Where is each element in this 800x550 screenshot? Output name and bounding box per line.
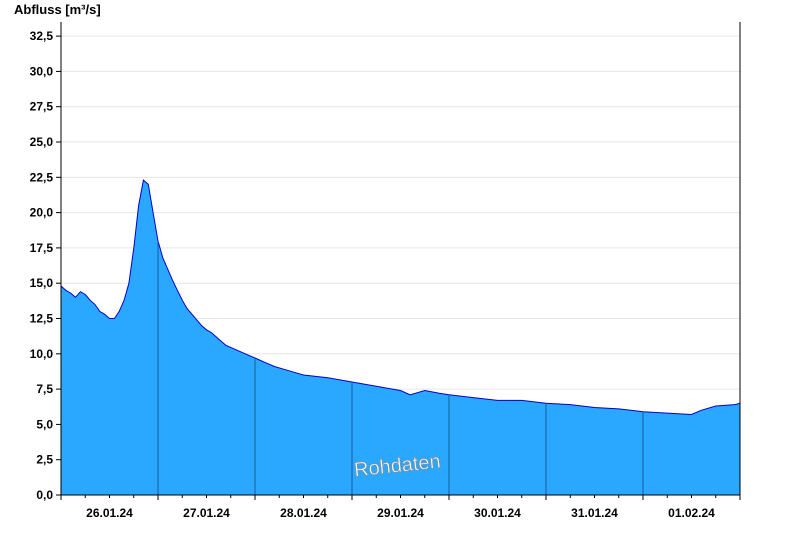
y-tick-label-1: 2,5	[36, 453, 53, 467]
y-tick-label-13: 32,5	[30, 29, 54, 43]
discharge-line	[60, 179, 741, 416]
y-tick-label-5: 12,5	[30, 312, 54, 326]
x-tick-label-1: 27.01.24	[183, 506, 230, 520]
x-tick-label-5: 31.01.24	[571, 506, 618, 520]
y-tick-label-9: 22,5	[30, 170, 54, 184]
discharge-area	[61, 180, 740, 495]
y-tick-label-10: 25,0	[30, 135, 54, 149]
y-tick-label-6: 15,0	[30, 276, 54, 290]
y-tick-label-8: 20,0	[30, 206, 54, 220]
y-tick-label-11: 27,5	[30, 100, 54, 114]
y-tick-label-0: 0,0	[36, 488, 53, 502]
x-tick-label-2: 28.01.24	[280, 506, 327, 520]
y-tick-label-2: 5,0	[36, 417, 53, 431]
x-ticks: 26.01.24 27.01.24 28.01.24 29.01.24 30.01.24…	[60, 495, 741, 520]
y-tick-label-7: 17,5	[30, 241, 54, 255]
x-tick-label-6: 01.02.24	[668, 506, 715, 520]
y-axis-title: Abfluss [m³/s]	[14, 2, 101, 17]
day-separators	[157, 240, 644, 495]
area-layer	[60, 179, 741, 495]
y-tick-label-3: 7,5	[36, 382, 53, 396]
y-tick-label-12: 30,0	[30, 64, 54, 78]
x-tick-label-4: 30.01.24	[474, 506, 521, 520]
x-tick-label-0: 26.01.24	[86, 506, 133, 520]
y-tick-label-4: 10,0	[30, 347, 54, 361]
x-tick-label-3: 29.01.24	[377, 506, 424, 520]
y-ticks: 0,0 2,5 5,0 7,5 10,0 12,5 15,0 17,5 20,0 22,5 25,0…	[30, 29, 61, 502]
